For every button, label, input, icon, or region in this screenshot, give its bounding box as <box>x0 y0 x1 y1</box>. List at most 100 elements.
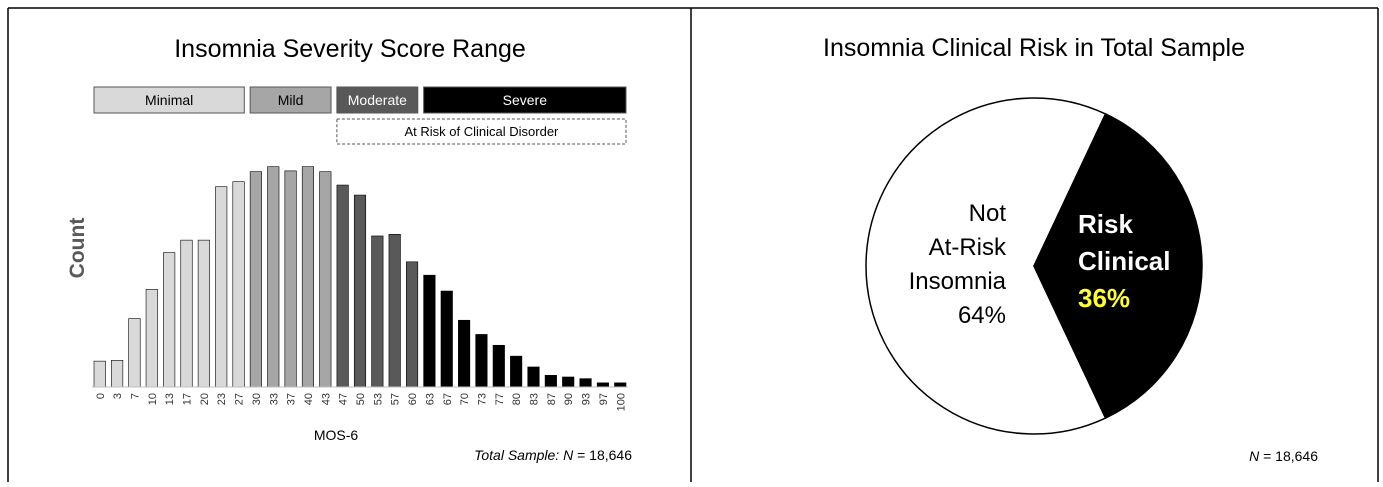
x-tick-37: 37 <box>286 393 298 405</box>
x-tick-50: 50 <box>355 393 367 405</box>
bar-20 <box>197 239 210 388</box>
bar-23 <box>215 186 228 388</box>
bar-43 <box>319 171 332 388</box>
band-label-severe: Severe <box>503 92 548 108</box>
x-tick-63: 63 <box>424 393 436 405</box>
bar-100 <box>614 382 627 388</box>
bar-63 <box>423 274 436 388</box>
bar-53 <box>371 235 384 388</box>
band-label-minimal: Minimal <box>145 92 193 108</box>
bar-30 <box>249 171 262 388</box>
x-tick-83: 83 <box>529 393 541 405</box>
pie-footnote-value: = 18,646 <box>1259 448 1318 464</box>
bar-90 <box>562 376 575 388</box>
x-tick-77: 77 <box>494 393 506 405</box>
x-tick-33: 33 <box>268 393 280 405</box>
bar-97 <box>596 382 609 388</box>
risk-pie-panel: Insomnia Clinical Risk in Total Sample N… <box>823 34 1318 464</box>
bar-77 <box>492 344 505 388</box>
band-moderate: Moderate <box>336 86 419 114</box>
pie-footnote: N = 18,646 <box>1249 448 1318 464</box>
bar-93 <box>579 378 592 388</box>
bar-7 <box>128 318 141 388</box>
x-tick-67: 67 <box>442 393 454 405</box>
band-box-moderate <box>336 86 419 114</box>
x-tick-20: 20 <box>199 393 211 405</box>
pie-title: Insomnia Clinical Risk in Total Sample <box>823 34 1245 62</box>
x-tick-47: 47 <box>338 393 350 405</box>
pie-slice-clinical-risk <box>1033 112 1203 420</box>
x-tick-57: 57 <box>390 393 402 405</box>
risk-box <box>336 118 627 145</box>
x-tick-97: 97 <box>598 393 610 405</box>
x-tick-73: 73 <box>476 393 488 405</box>
histogram-title: Insomnia Severity Score Range <box>174 35 526 63</box>
bar-83 <box>527 366 540 388</box>
bar-80 <box>510 355 523 388</box>
x-tick-3: 3 <box>112 393 124 399</box>
x-tick-30: 30 <box>251 393 263 405</box>
pie-label-not-at-risk-line-1: Not <box>969 200 1007 227</box>
pie-label-clinical-line-2: Clinical <box>1078 246 1170 276</box>
footnote-prefix: Total Sample: <box>474 447 563 463</box>
band-box-minimal <box>93 86 245 114</box>
x-tick-70: 70 <box>459 393 471 405</box>
bar-33 <box>267 166 280 388</box>
risk-box-label: At Risk of Clinical Disorder <box>405 124 560 139</box>
x-tick-13: 13 <box>164 393 176 405</box>
x-tick-7: 7 <box>129 393 141 399</box>
histogram-footnote: Total Sample: N = 18,646 <box>474 447 632 463</box>
x-tick-100: 100 <box>615 393 627 411</box>
band-severe: Severe <box>423 86 627 114</box>
pie-label-clinical-line-1: Risk <box>1078 209 1133 239</box>
band-label-moderate: Moderate <box>348 92 407 108</box>
band-box-severe <box>423 86 627 114</box>
x-tick-80: 80 <box>511 393 523 405</box>
x-tick-23: 23 <box>216 393 228 405</box>
x-tick-40: 40 <box>303 393 315 405</box>
bar-17 <box>180 239 193 388</box>
bar-3 <box>111 359 124 388</box>
band-label-mild: Mild <box>278 92 304 108</box>
severity-histogram-panel: Insomnia Severity Score Range Minimal Mil… <box>66 35 632 463</box>
pie-footnote-n: N <box>1249 448 1260 464</box>
band-box-mild <box>249 86 332 114</box>
x-tick-17: 17 <box>182 393 194 405</box>
x-tick-27: 27 <box>234 393 246 405</box>
bar-40 <box>301 166 315 388</box>
bar-37 <box>284 170 297 388</box>
x-tick-labels: 0 3 7 10 13 17 20 23 27 30 33 37 40 43 47 50 53 57 60 63 67 7… <box>95 393 628 411</box>
bar-87 <box>544 375 557 388</box>
x-tick-10: 10 <box>147 393 159 405</box>
bar-50 <box>353 194 367 388</box>
x-tick-43: 43 <box>320 393 332 405</box>
x-tick-90: 90 <box>563 393 575 405</box>
bar-73 <box>475 334 488 388</box>
histogram-bars <box>93 166 627 388</box>
footnote-n: N <box>563 447 574 463</box>
x-tick-0: 0 <box>95 393 107 399</box>
bar-27 <box>232 181 245 388</box>
severity-bands: Minimal Mild Moderate Severe <box>93 86 627 114</box>
bar-0 <box>93 360 106 388</box>
panel-frames <box>7 7 1379 482</box>
pie-labels: Not At-Risk Insomnia 64% Risk Clinical 36% <box>909 200 1171 329</box>
risk-box-group: At Risk of Clinical Disorder <box>336 118 627 145</box>
y-axis-label: Count <box>66 218 89 279</box>
pie-label-not-at-risk-line-2: At-Risk <box>929 234 1007 261</box>
pie-label-not-at-risk-line-3: Insomnia <box>909 268 1007 295</box>
x-tick-93: 93 <box>581 393 593 405</box>
bar-60 <box>405 261 419 388</box>
bar-13 <box>163 252 176 388</box>
pie-slice-not-at-risk <box>865 97 1107 435</box>
x-tick-53: 53 <box>372 393 384 405</box>
bar-10 <box>145 289 158 388</box>
band-mild: Mild <box>249 86 332 114</box>
x-axis-label: MOS-6 <box>314 427 359 443</box>
bar-70 <box>458 319 471 388</box>
pie-slices <box>865 97 1203 435</box>
x-tick-60: 60 <box>407 393 419 405</box>
bar-67 <box>440 290 453 388</box>
